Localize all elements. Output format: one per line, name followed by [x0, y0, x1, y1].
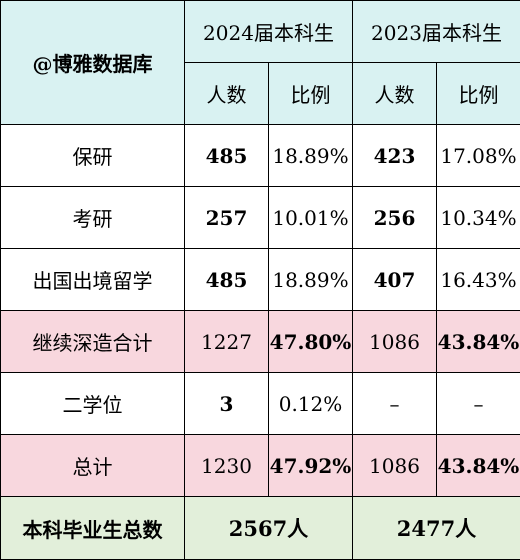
- watermark-label: @博雅数据库: [1, 1, 185, 125]
- year-2024-header: 2024届本科生: [185, 1, 353, 63]
- table-row: 考研 257 10.01% 256 10.34%: [1, 187, 520, 249]
- count-header-2024: 人数: [185, 63, 269, 125]
- table-row-subtotal: 继续深造合计 1227 47.80% 1086 43.84%: [1, 311, 520, 373]
- table-row: 出国出境留学 485 18.89% 407 16.43%: [1, 249, 520, 311]
- year-2023-header: 2023届本科生: [353, 1, 520, 63]
- graduate-total-2024: 2567人: [185, 497, 353, 560]
- count-2024-cell: 1230: [185, 435, 269, 497]
- row-label-baoyan: 保研: [1, 125, 185, 187]
- table-row-total: 总计 1230 47.92% 1086 43.84%: [1, 435, 520, 497]
- ratio-2023-cell: 17.08%: [437, 125, 520, 187]
- count-2023-cell: 423: [353, 125, 437, 187]
- ratio-2024-cell: 47.80%: [269, 311, 353, 373]
- ratio-2023-cell: 43.84%: [437, 311, 520, 373]
- count-2023-cell: 1086: [353, 435, 437, 497]
- count-2024-cell: 485: [185, 249, 269, 311]
- graduate-total-label: 本科毕业生总数: [1, 497, 185, 560]
- table-row: 二学位 3 0.12% – –: [1, 373, 520, 435]
- count-2024-cell: 1227: [185, 311, 269, 373]
- ratio-2024-cell: 18.89%: [269, 249, 353, 311]
- count-2024-cell: 257: [185, 187, 269, 249]
- ratio-2024-cell: 47.92%: [269, 435, 353, 497]
- ratio-2023-cell: –: [437, 373, 520, 435]
- ratio-2023-cell: 16.43%: [437, 249, 520, 311]
- ratio-header-2024: 比例: [269, 63, 353, 125]
- count-2024-cell: 485: [185, 125, 269, 187]
- ratio-2024-cell: 10.01%: [269, 187, 353, 249]
- count-2023-cell: –: [353, 373, 437, 435]
- ratio-2024-cell: 18.89%: [269, 125, 353, 187]
- ratio-2023-cell: 10.34%: [437, 187, 520, 249]
- row-label-kaoyan: 考研: [1, 187, 185, 249]
- graduate-total-2023: 2477人: [353, 497, 520, 560]
- row-label-study-abroad: 出国出境留学: [1, 249, 185, 311]
- ratio-2024-cell: 0.12%: [269, 373, 353, 435]
- header-row-years: @博雅数据库 2024届本科生 2023届本科生: [1, 1, 520, 63]
- count-2023-cell: 407: [353, 249, 437, 311]
- row-label-grand-total: 总计: [1, 435, 185, 497]
- ratio-2023-cell: 43.84%: [437, 435, 520, 497]
- count-header-2023: 人数: [353, 63, 437, 125]
- row-label-further-study-total: 继续深造合计: [1, 311, 185, 373]
- count-2024-cell: 3: [185, 373, 269, 435]
- row-label-second-degree: 二学位: [1, 373, 185, 435]
- count-2023-cell: 256: [353, 187, 437, 249]
- ratio-header-2023: 比例: [437, 63, 520, 125]
- table-row: 保研 485 18.89% 423 17.08%: [1, 125, 520, 187]
- count-2023-cell: 1086: [353, 311, 437, 373]
- footer-row: 本科毕业生总数 2567人 2477人: [1, 497, 520, 560]
